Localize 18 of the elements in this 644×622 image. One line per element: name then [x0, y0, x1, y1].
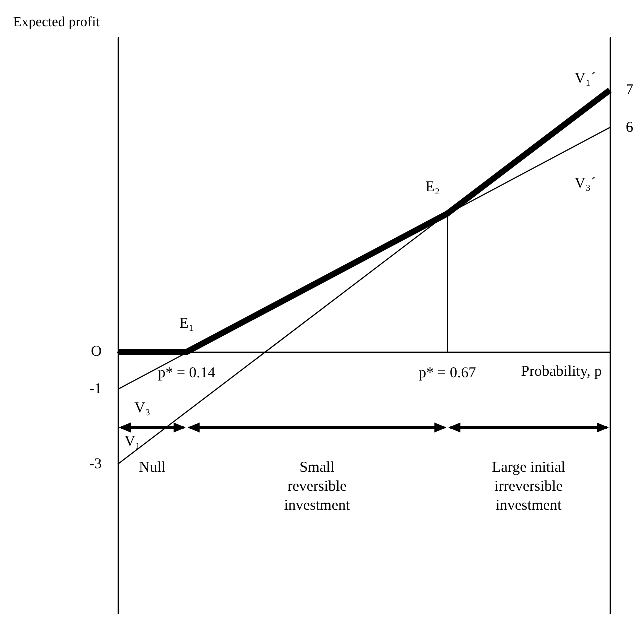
- annotation: Small reversible investment: [284, 460, 351, 514]
- annotation: E₂: [426, 180, 440, 196]
- y-tick-label: -3: [90, 456, 102, 472]
- x-axis-title: Probability, p: [521, 364, 602, 380]
- y-tick-label: O: [91, 344, 102, 360]
- annotation: Large initial irreversible investment: [492, 460, 566, 514]
- annotation: V₁´: [574, 71, 596, 88]
- y-tick-label: -1: [90, 382, 102, 398]
- y2-tick-label: 7: [626, 82, 634, 98]
- x-tick-label: p* = 0.67: [419, 366, 477, 382]
- y-axis-title: Expected profit: [13, 16, 100, 30]
- annotation: V₁: [124, 434, 141, 450]
- annotation: Null: [139, 460, 166, 476]
- annotation: V₃: [134, 400, 151, 416]
- annotation: E₁: [180, 316, 194, 332]
- annotation: V₃´: [574, 176, 596, 192]
- x-tick-label: p* = 0.14: [158, 366, 216, 382]
- y2-tick-label: 6: [626, 120, 634, 136]
